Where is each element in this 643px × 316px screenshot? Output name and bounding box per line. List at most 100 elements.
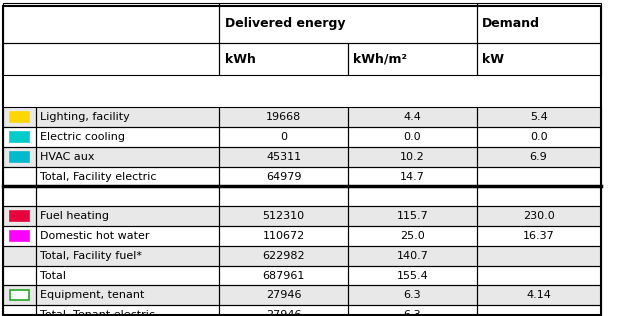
Bar (3, 226, 601, 246)
Bar (3, 186, 601, 206)
Bar (219, 186, 348, 206)
Text: 14.7: 14.7 (400, 172, 425, 181)
Bar (36, 266, 219, 285)
Text: 140.7: 140.7 (396, 251, 428, 261)
Bar (3, 167, 601, 186)
Bar (219, 127, 348, 147)
Bar (10, 211, 29, 221)
Bar (348, 226, 476, 246)
Bar (476, 266, 601, 285)
Bar (476, 147, 601, 167)
Bar (476, 3, 601, 43)
Bar (476, 186, 601, 206)
Bar (36, 246, 219, 266)
Bar (3, 206, 601, 226)
Text: Total, Facility electric: Total, Facility electric (40, 172, 156, 181)
Text: 16.37: 16.37 (523, 231, 554, 241)
Text: 4.14: 4.14 (526, 290, 551, 300)
Text: 27946: 27946 (266, 310, 302, 316)
Bar (219, 246, 348, 266)
Bar (36, 305, 219, 316)
Bar (476, 127, 601, 147)
Bar (3, 43, 601, 75)
Bar (219, 226, 348, 246)
Text: Electric cooling: Electric cooling (40, 132, 125, 142)
Bar (3, 206, 36, 226)
Bar (3, 305, 36, 316)
Bar (348, 186, 476, 206)
Text: 115.7: 115.7 (397, 211, 428, 221)
Bar (348, 206, 476, 226)
Bar (348, 285, 476, 305)
Text: 155.4: 155.4 (397, 270, 428, 281)
Bar (219, 107, 348, 127)
Bar (36, 285, 219, 305)
Text: Demand: Demand (482, 17, 539, 30)
Bar (219, 147, 348, 167)
Bar (476, 285, 601, 305)
Bar (36, 167, 219, 186)
Bar (3, 43, 219, 75)
Bar (219, 3, 476, 43)
Text: 5.4: 5.4 (530, 112, 547, 122)
Bar (10, 112, 29, 122)
Text: 6.3: 6.3 (403, 290, 421, 300)
Text: 6.3: 6.3 (403, 310, 421, 316)
Bar (348, 246, 476, 266)
Text: 25.0: 25.0 (400, 231, 424, 241)
Bar (348, 147, 476, 167)
Bar (3, 305, 601, 316)
Bar (476, 226, 601, 246)
Bar (348, 305, 476, 316)
Text: HVAC aux: HVAC aux (40, 152, 95, 162)
Bar (219, 43, 348, 75)
Bar (219, 167, 348, 186)
Bar (36, 147, 219, 167)
Text: 687961: 687961 (262, 270, 305, 281)
Text: 6.9: 6.9 (530, 152, 547, 162)
Bar (3, 246, 36, 266)
Text: Total, Tenant electric: Total, Tenant electric (40, 310, 155, 316)
Text: 45311: 45311 (266, 152, 302, 162)
Bar (219, 305, 348, 316)
Bar (348, 43, 476, 75)
Bar (476, 206, 601, 226)
Bar (3, 226, 36, 246)
Bar (3, 246, 601, 266)
Text: 10.2: 10.2 (400, 152, 424, 162)
Bar (219, 285, 348, 305)
Bar (3, 127, 36, 147)
Bar (476, 107, 601, 127)
Bar (476, 305, 601, 316)
Bar (219, 266, 348, 285)
Text: Domestic hot water: Domestic hot water (40, 231, 149, 241)
Bar (36, 186, 219, 206)
Text: kW: kW (482, 53, 503, 66)
Bar (3, 3, 601, 43)
Bar (348, 127, 476, 147)
Bar (3, 107, 36, 127)
Bar (10, 290, 29, 301)
Bar (3, 266, 601, 285)
Text: Total: Total (40, 270, 66, 281)
Bar (3, 147, 601, 167)
Text: 622982: 622982 (262, 251, 305, 261)
Bar (3, 285, 36, 305)
Text: Lighting, facility: Lighting, facility (40, 112, 130, 122)
Bar (3, 266, 36, 285)
Text: kWh/m²: kWh/m² (353, 53, 407, 66)
Text: kWh: kWh (224, 53, 255, 66)
Bar (3, 127, 601, 147)
Bar (10, 231, 29, 241)
Bar (3, 147, 36, 167)
Bar (219, 206, 348, 226)
Text: 0.0: 0.0 (530, 132, 547, 142)
Bar (348, 167, 476, 186)
Text: 230.0: 230.0 (523, 211, 554, 221)
Bar (36, 107, 219, 127)
Bar (3, 285, 601, 305)
Bar (3, 186, 36, 206)
Text: 27946: 27946 (266, 290, 302, 300)
Bar (36, 226, 219, 246)
Text: 0: 0 (280, 132, 287, 142)
